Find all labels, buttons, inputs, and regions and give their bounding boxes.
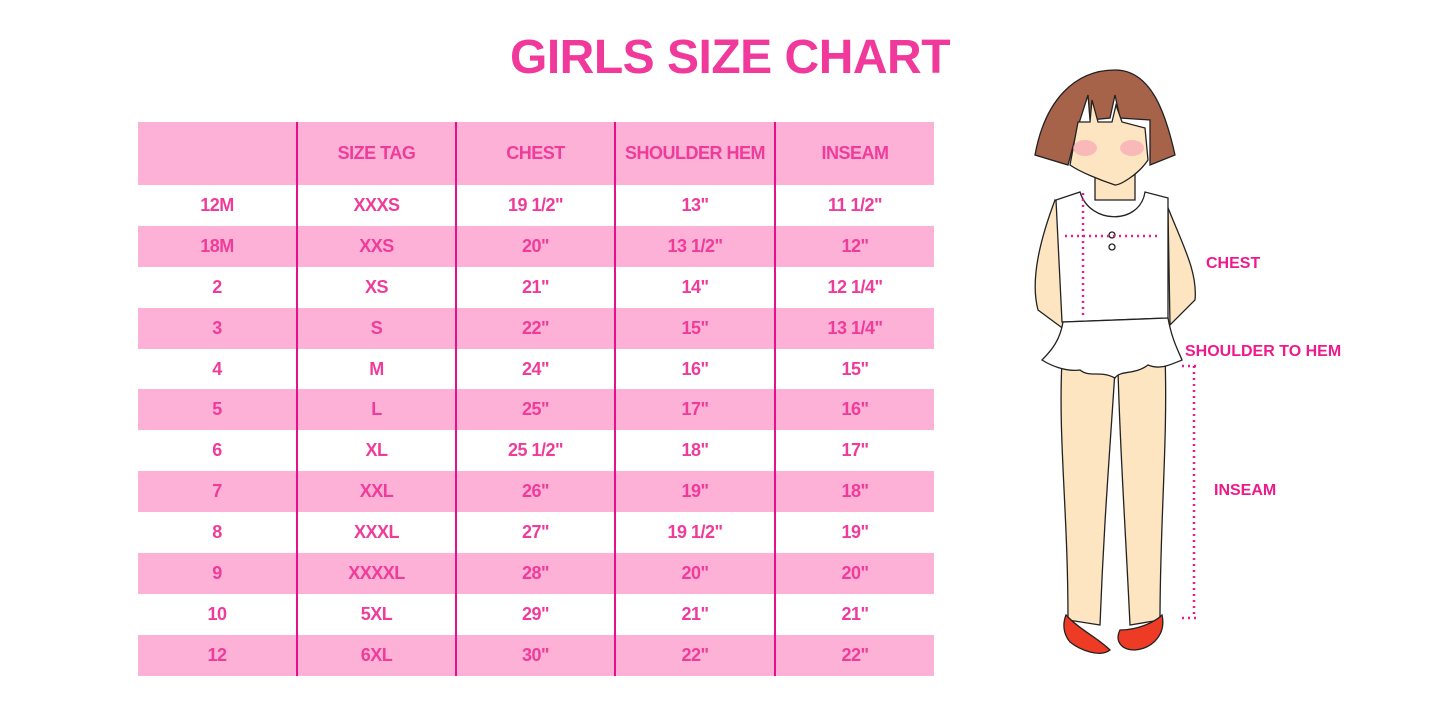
table-cell: XL — [296, 430, 456, 472]
table-cell: 26" — [455, 471, 615, 513]
table-cell: 2 — [212, 276, 222, 297]
table-cell: 4 — [212, 358, 222, 379]
table-cell: 19 1/2" — [455, 185, 615, 226]
table-cell: 13 1/4" — [774, 307, 934, 349]
table-cell: 5 — [138, 389, 297, 431]
table-cell: XXS — [296, 225, 456, 267]
table-cell: 27" — [455, 512, 615, 554]
table-cell: 12" — [774, 225, 934, 267]
table-header-row: SIZE TAG CHEST SHOULDER HEM INSEAM — [138, 122, 934, 185]
column-header: INSEAM — [774, 122, 934, 185]
table-cell: 19" — [774, 512, 934, 554]
table-cell: 6XL — [296, 634, 456, 676]
table-cell: 20" — [614, 553, 775, 594]
table-cell: 24" — [455, 348, 615, 390]
table-cell: 25 1/2" — [455, 430, 615, 472]
table-cell: XXXL — [296, 512, 456, 554]
table-cell: 18" — [774, 471, 934, 513]
chest-label: CHEST — [1206, 255, 1261, 272]
table-cell: 10 — [207, 603, 227, 624]
table-row: 12 6XL 30" 22" 22" — [138, 634, 934, 676]
table-cell: 30" — [455, 634, 615, 676]
column-header: CHEST — [455, 122, 615, 185]
table-cell: 29" — [455, 593, 615, 635]
table-cell: 20" — [455, 225, 615, 267]
girl-measurement-illustration: CHEST SHOULDER TO HEM INSEAM — [1020, 60, 1380, 670]
inseam-label: INSEAM — [1214, 482, 1277, 499]
table-cell: XXXXL — [296, 553, 456, 594]
table-cell: 6 — [212, 440, 222, 461]
size-chart-table: SIZE TAG CHEST SHOULDER HEM INSEAM 12M XXXS 1… — [138, 122, 934, 676]
table-row: 2 XS 21" 14" 12 1/4" — [138, 266, 934, 308]
table-cell: 14" — [614, 266, 775, 308]
table-row: 9 XXXXL 28" 20" 20" — [138, 553, 934, 594]
column-header — [138, 122, 297, 185]
table-row: 18M XXS 20" 13 1/2" 12" — [138, 225, 934, 267]
table-cell: 9 — [138, 553, 297, 594]
girl-figure-icon — [1034, 69, 1200, 654]
column-header: SHOULDER HEM — [614, 122, 775, 185]
table-cell: 13" — [614, 185, 775, 226]
table-row: 4 M 24" 16" 15" — [138, 348, 934, 390]
table-cell: 20" — [774, 553, 934, 594]
table-cell: S — [296, 307, 456, 349]
shoulder-to-hem-label: SHOULDER TO HEM — [1185, 343, 1342, 360]
table-cell: M — [296, 348, 456, 390]
table-cell: 5XL — [296, 593, 456, 635]
table-cell: 19" — [614, 471, 775, 513]
table-cell: 15" — [614, 307, 775, 349]
table-cell: 11 1/2" — [774, 185, 934, 226]
table-cell: 8 — [212, 522, 222, 543]
table-cell: XXXS — [296, 185, 456, 226]
table-cell: 22" — [614, 634, 775, 676]
table-cell: 21" — [455, 266, 615, 308]
table-cell: 12 1/4" — [774, 266, 934, 308]
table-row: 8 XXXL 27" 19 1/2" 19" — [138, 512, 934, 554]
table-cell: 15" — [774, 348, 934, 390]
table-cell: 17" — [614, 389, 775, 431]
table-cell: 19 1/2" — [614, 512, 775, 554]
table-cell: 16" — [614, 348, 775, 390]
table-cell: 18M — [138, 225, 297, 267]
column-header: SIZE TAG — [296, 122, 456, 185]
table-cell: XXL — [296, 471, 456, 513]
table-cell: 12M — [200, 194, 234, 215]
table-cell: 21" — [614, 593, 775, 635]
table-cell: XS — [296, 266, 456, 308]
table-row: 12M XXXS 19 1/2" 13" 11 1/2" — [138, 185, 934, 226]
table-cell: 16" — [774, 389, 934, 431]
table-cell: L — [296, 389, 456, 431]
table-row: 6 XL 25 1/2" 18" 17" — [138, 430, 934, 472]
table-cell: 25" — [455, 389, 615, 431]
table-cell: 28" — [455, 553, 615, 594]
table-cell: 21" — [774, 593, 934, 635]
table-row: 3 S 22" 15" 13 1/4" — [138, 307, 934, 349]
table-cell: 3 — [138, 307, 297, 349]
table-cell: 12 — [138, 634, 297, 676]
table-cell: 18" — [614, 430, 775, 472]
table-cell: 17" — [774, 430, 934, 472]
table-cell: 22" — [455, 307, 615, 349]
table-cell: 22" — [774, 634, 934, 676]
table-row: 5 L 25" 17" 16" — [138, 389, 934, 431]
table-cell: 13 1/2" — [614, 225, 775, 267]
table-row: 7 XXL 26" 19" 18" — [138, 471, 934, 513]
table-row: 10 5XL 29" 21" 21" — [138, 593, 934, 635]
table-cell: 7 — [138, 471, 297, 513]
page-title: GIRLS SIZE CHART — [510, 31, 951, 84]
